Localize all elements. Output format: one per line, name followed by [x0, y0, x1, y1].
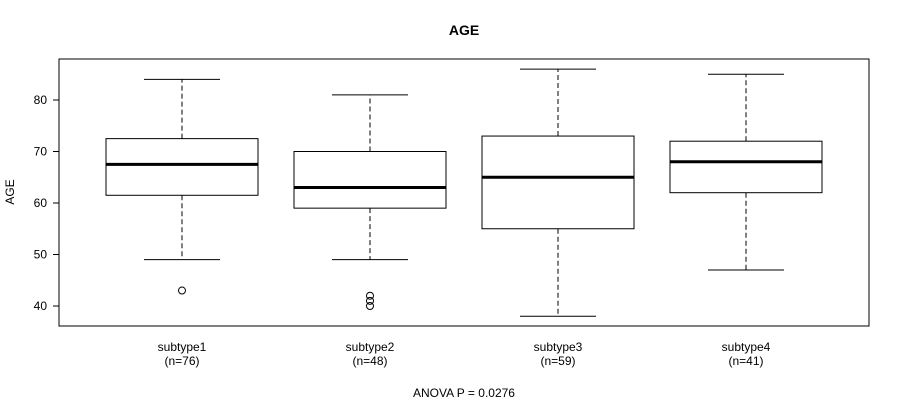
outlier-point — [178, 286, 186, 295]
category-label: subtype4 — [722, 340, 771, 354]
category-labels: subtype1(n=76) subtype2(n=48) subtype3(n=5… — [158, 340, 771, 368]
y-tick-label: 70 — [34, 145, 48, 159]
outlier-point — [366, 296, 374, 305]
anova-footnote: ANOVA P = 0.0276 — [413, 386, 515, 400]
box-series — [105, 68, 823, 317]
y-axis: 40 50 60 70 80 — [34, 93, 60, 313]
y-tick-label: 40 — [34, 299, 48, 313]
y-tick-label: 80 — [34, 93, 48, 107]
outlier-point — [366, 302, 374, 310]
box-subtype3 — [481, 68, 635, 317]
category-count-label: (n=59) — [540, 354, 575, 368]
box-subtype1 — [105, 78, 259, 295]
outlier-point — [366, 291, 374, 300]
category-count-label: (n=76) — [164, 354, 199, 368]
y-tick-label: 60 — [34, 196, 48, 210]
category-label: subtype1 — [158, 340, 207, 354]
category-count-label: (n=48) — [352, 354, 387, 368]
box-subtype2 — [293, 94, 447, 310]
iqr-box — [669, 140, 823, 194]
iqr-box — [481, 135, 635, 230]
category-label: subtype2 — [346, 340, 395, 354]
box-subtype4 — [669, 73, 823, 271]
iqr-box — [293, 151, 447, 209]
y-axis-label: AGE — [3, 179, 17, 204]
category-count-label: (n=41) — [728, 354, 763, 368]
iqr-box — [105, 138, 259, 196]
chart-title: AGE — [449, 22, 479, 38]
y-tick-label: 50 — [34, 248, 48, 262]
category-label: subtype3 — [534, 340, 583, 354]
